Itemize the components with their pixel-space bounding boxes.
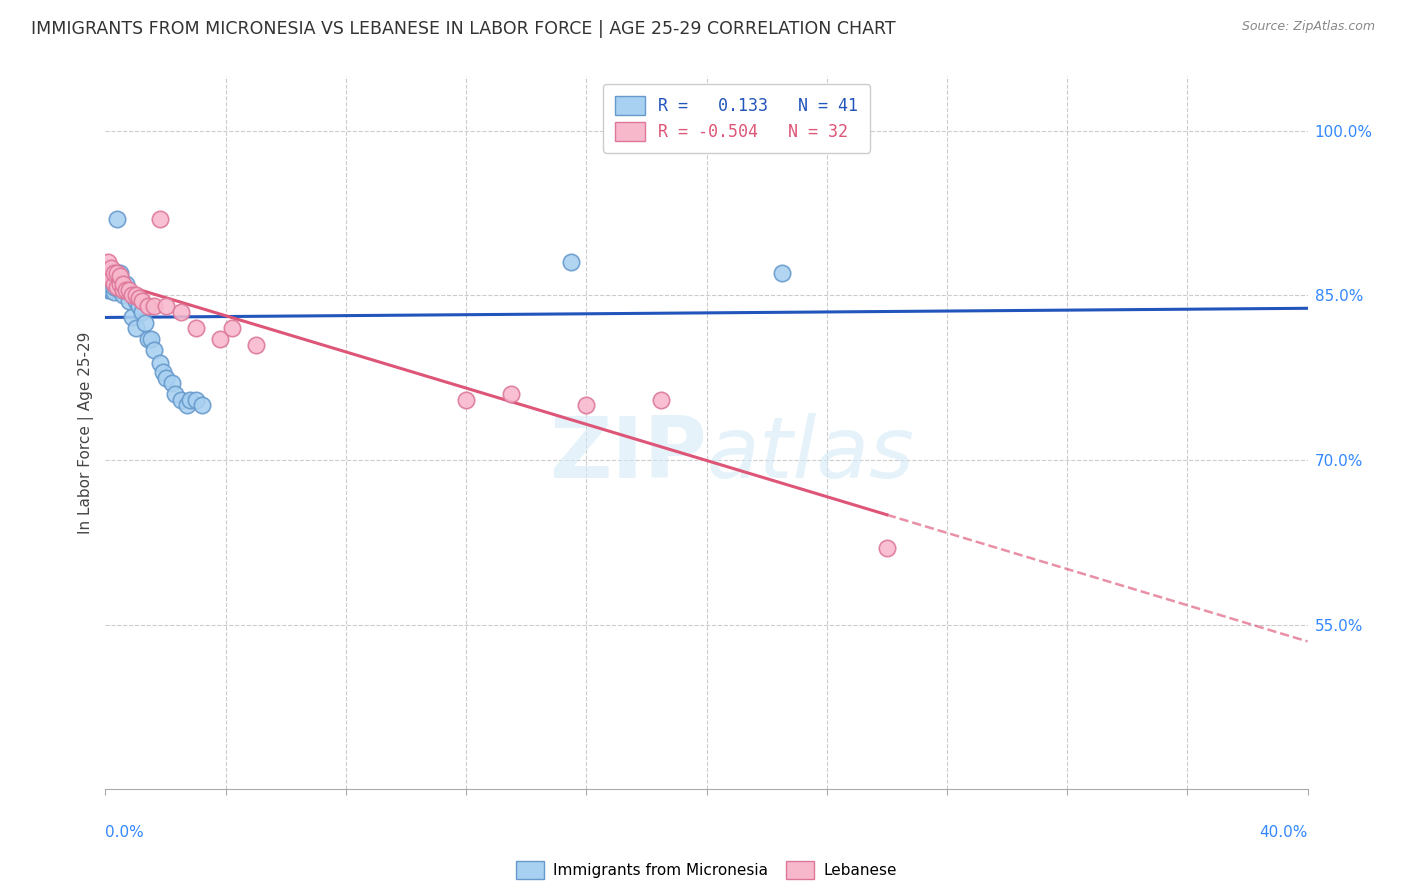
Point bbox=[110, 277, 132, 292]
Text: atlas: atlas bbox=[707, 412, 914, 496]
Text: 0.0%: 0.0% bbox=[105, 825, 145, 840]
Point bbox=[770, 267, 793, 281]
Point bbox=[112, 277, 135, 292]
Point bbox=[131, 293, 153, 308]
Point bbox=[155, 370, 177, 384]
Point bbox=[121, 310, 143, 325]
Point bbox=[107, 211, 129, 226]
Point bbox=[169, 305, 191, 319]
Point bbox=[169, 392, 191, 407]
Point bbox=[650, 392, 672, 407]
Text: 40.0%: 40.0% bbox=[1260, 825, 1308, 840]
Point bbox=[112, 283, 135, 297]
Point bbox=[575, 398, 598, 412]
Point bbox=[115, 283, 138, 297]
Point bbox=[148, 211, 170, 226]
Point bbox=[110, 283, 132, 297]
Point bbox=[118, 283, 141, 297]
Point bbox=[163, 387, 186, 401]
Y-axis label: In Labor Force | Age 25-29: In Labor Force | Age 25-29 bbox=[79, 332, 94, 533]
Point bbox=[115, 283, 138, 297]
Point bbox=[221, 321, 243, 335]
Point bbox=[107, 279, 129, 293]
Point bbox=[142, 299, 165, 313]
Point bbox=[184, 321, 207, 335]
Point bbox=[118, 293, 141, 308]
Point bbox=[136, 332, 159, 346]
Text: ZIP: ZIP bbox=[548, 412, 707, 496]
Point bbox=[124, 288, 146, 302]
Point bbox=[155, 299, 177, 313]
Point bbox=[103, 277, 125, 292]
Point bbox=[107, 267, 129, 281]
Point bbox=[179, 392, 201, 407]
Point bbox=[152, 365, 174, 379]
Point bbox=[208, 332, 231, 346]
Point bbox=[134, 316, 156, 330]
Point bbox=[501, 387, 523, 401]
Point bbox=[160, 376, 183, 391]
Point bbox=[190, 398, 212, 412]
Point bbox=[107, 275, 129, 289]
Point bbox=[148, 356, 170, 370]
Point bbox=[110, 277, 132, 292]
Point bbox=[100, 267, 122, 281]
Legend: Immigrants from Micronesia, Lebanese: Immigrants from Micronesia, Lebanese bbox=[510, 855, 903, 885]
Point bbox=[115, 277, 138, 292]
Point bbox=[560, 255, 582, 269]
Point bbox=[103, 279, 125, 293]
Point bbox=[112, 288, 135, 302]
Point bbox=[97, 255, 120, 269]
Point bbox=[184, 392, 207, 407]
Point bbox=[97, 283, 120, 297]
Text: IMMIGRANTS FROM MICRONESIA VS LEBANESE IN LABOR FORCE | AGE 25-29 CORRELATION CH: IMMIGRANTS FROM MICRONESIA VS LEBANESE I… bbox=[31, 20, 896, 37]
Point bbox=[124, 293, 146, 308]
Point bbox=[110, 268, 132, 283]
Point bbox=[121, 288, 143, 302]
Point bbox=[176, 398, 198, 412]
Point bbox=[100, 283, 122, 297]
Point bbox=[131, 305, 153, 319]
Point bbox=[112, 283, 135, 297]
Point bbox=[136, 299, 159, 313]
Point bbox=[139, 332, 162, 346]
Point bbox=[107, 279, 129, 293]
Point bbox=[454, 392, 477, 407]
Point bbox=[103, 267, 125, 281]
Point bbox=[245, 338, 267, 352]
Point bbox=[100, 272, 122, 286]
Point bbox=[100, 260, 122, 275]
Text: Source: ZipAtlas.com: Source: ZipAtlas.com bbox=[1241, 20, 1375, 33]
Point bbox=[97, 267, 120, 281]
Point bbox=[103, 275, 125, 289]
Point bbox=[142, 343, 165, 358]
Point bbox=[124, 321, 146, 335]
Point bbox=[103, 285, 125, 299]
Point bbox=[128, 291, 150, 305]
Point bbox=[876, 541, 898, 555]
Point bbox=[103, 264, 125, 278]
Point bbox=[97, 277, 120, 292]
Point bbox=[110, 267, 132, 281]
Point bbox=[128, 299, 150, 313]
Point bbox=[100, 272, 122, 286]
